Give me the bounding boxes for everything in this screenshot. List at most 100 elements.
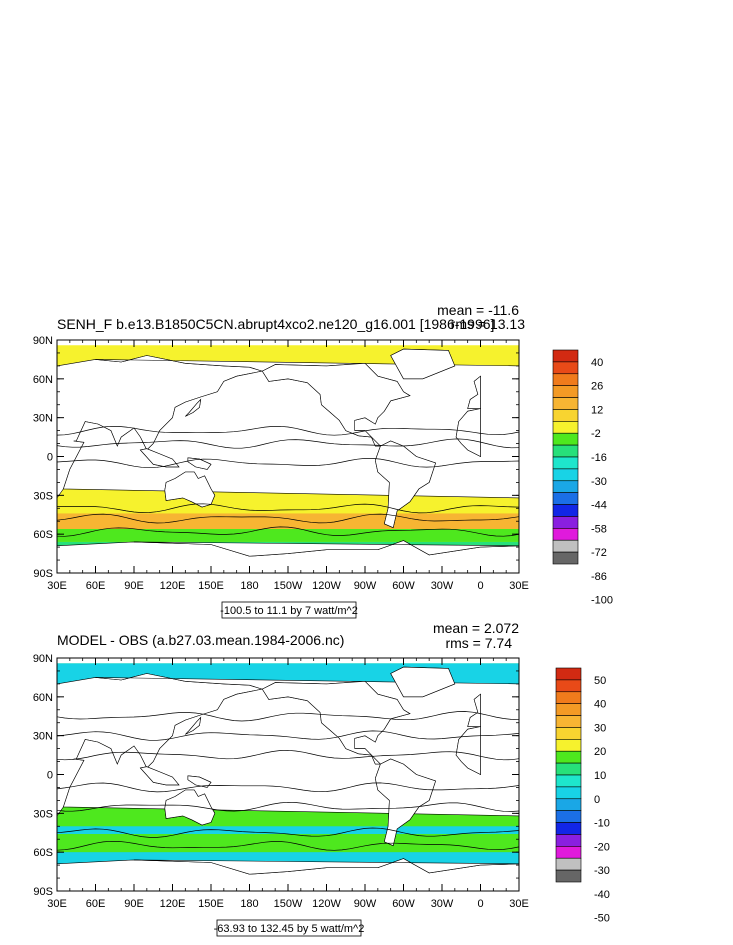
contour-line [57,749,519,761]
panel-2-range-text: -63.93 to 132.45 by 5 watt/m^2 [214,923,365,935]
panel-1-colorbar: 40 26 12 -2 -16 -30 -44 -58 -72 -86 -100 [552,349,613,607]
panel-1-map [57,340,519,573]
panel-1-title: SENH_F b.e13.B1850C5CN.abrupt4xco2.ne120… [57,316,494,332]
continent-north-america-wrap [261,680,411,765]
lat-label: 90S [33,886,53,898]
continent-europe-west-wrap [467,375,481,409]
colorbar-swatch [552,551,579,565]
colorbar-swatch [555,834,582,847]
continent-indonesia-wrap [139,448,180,468]
lon-label: 60W [392,580,415,592]
panel-2-mean: mean = 2.072 [433,620,519,636]
panel-2-map [57,658,519,891]
colorbar-swatch [555,667,582,681]
lat-label: 90S [33,568,53,580]
lon-label: 30E [509,898,529,910]
lon-label: 30E [47,898,67,910]
colorbar-swatch [552,409,579,422]
lon-label: 90E [124,580,144,592]
panel-1-rms: rms = 13.13 [451,316,526,332]
contour-line [57,458,519,469]
colorbar-swatch [552,456,579,470]
colorbar-label: -44 [591,500,607,512]
colorbar-swatch [552,492,579,505]
colorbar-swatch [552,373,579,386]
colorbar-label: -58 [591,523,607,535]
lon-label: 120W [312,580,341,592]
continent-africa-west-wrap [455,408,481,457]
colorbar-swatch [555,810,582,823]
colorbar-swatch [555,715,582,728]
contour-line [57,827,519,838]
lat-label: 30N [33,731,53,743]
colorbar-swatch [552,528,579,541]
panel-2-contours [57,711,519,851]
continent-europe-west-wrap [467,693,481,727]
colorbar-label: -100 [591,595,613,607]
colorbar-swatch [552,397,579,410]
colorbar-swatch [555,774,582,788]
panel-1-range-text: -100.5 to 11.1 by 7 watt/m^2 [220,605,358,617]
lat-label: 30S [33,490,53,502]
colorbar-label: 30 [594,722,606,734]
continent-north-america-wrap [261,362,411,447]
colorbar-swatch [555,786,582,800]
lon-label: 90W [354,580,377,592]
panel-2-title: MODEL - OBS (a.b27.03.mean.1984-2006.nc) [57,632,344,648]
colorbar-label: 50 [594,675,606,687]
colorbar-label: 40 [591,357,603,369]
colorbar-label: 0 [594,794,600,806]
lat-label: 90N [33,653,53,665]
colorbar-label: -72 [591,547,607,559]
lon-label: 150E [198,580,224,592]
continent-australia-wrap [164,471,216,508]
colorbar-swatch [552,432,579,446]
lon-label: 60E [86,580,106,592]
continent-antarctica-wrap [133,540,519,573]
colorbar-swatch [555,822,582,835]
lon-label: 180 [240,898,258,910]
contour-line [57,711,519,722]
lon-label: 0 [477,898,483,910]
colorbar-swatch [555,798,582,811]
field-band [57,834,519,853]
colorbar-label: -10 [594,818,610,830]
colorbar-swatch [555,739,582,752]
colorbar-swatch [552,361,579,375]
continent-south-america-wrap [374,440,436,529]
contour-line [57,840,519,851]
colorbar-swatch [552,421,579,434]
panel-2-range-box [216,919,362,937]
lon-label: 150W [274,580,303,592]
continent-antarctica-wrap [133,858,519,891]
panel-2-rms: rms = 7.74 [445,635,512,651]
panel-1-mean: mean = -11.6 [437,302,519,318]
continent-greenland-wrap [390,666,456,698]
colorbar-swatch [552,385,579,398]
panel-2-continents [57,658,519,891]
colorbar-label: -2 [591,428,601,440]
colorbar-label: -30 [591,476,607,488]
lon-label: 120E [160,580,186,592]
colorbar-label: -30 [594,865,610,877]
colorbar-swatch [555,869,582,883]
lon-label: 90E [124,898,144,910]
lon-label: 150W [274,898,303,910]
lat-label: 60N [33,692,53,704]
panel-1: SENH_F b.e13.B1850C5CN.abrupt4xco2.ne120… [33,302,613,619]
colorbar-swatch [552,480,579,493]
field-band [57,528,519,542]
panel-2: MODEL - OBS (a.b27.03.mean.1984-2006.nc)… [33,620,610,937]
continent-japan-wrap [185,716,202,735]
contour-line [57,526,519,537]
panel-1-contours [57,425,519,537]
continent-japan-wrap [185,398,202,417]
colorbar-swatch [555,727,582,740]
colorbar-label: -16 [591,452,607,464]
colorbar-swatch [555,703,582,716]
continent-australia-wrap [164,789,216,826]
lon-label: 0 [477,580,483,592]
colorbar-swatch [552,539,579,553]
colorbar-swatch [555,679,582,693]
